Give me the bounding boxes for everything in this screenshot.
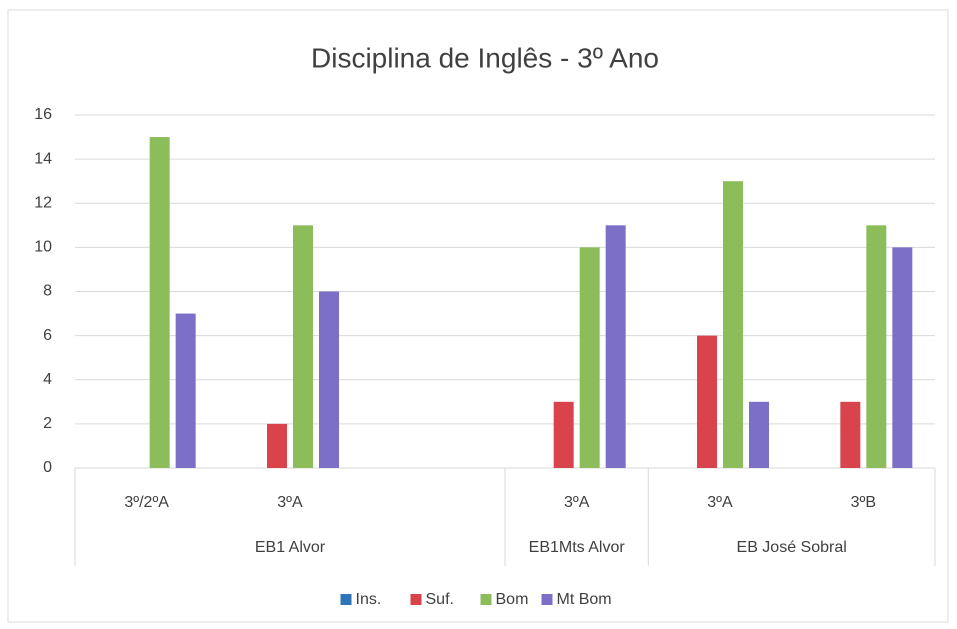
legend-label: Suf. xyxy=(426,591,454,608)
bar xyxy=(319,291,339,468)
legend-swatch xyxy=(541,594,553,605)
bar xyxy=(579,247,600,468)
y-tick-label: 12 xyxy=(34,194,52,211)
legend-swatch xyxy=(340,594,352,605)
y-tick-label: 4 xyxy=(43,371,52,388)
chart-title: Disciplina de Inglês - 3º Ano xyxy=(311,42,659,73)
group-label: EB1Mts Alvor xyxy=(529,539,626,556)
bar xyxy=(697,335,717,468)
group-label: EB José Sobral xyxy=(737,539,847,556)
chart-frame xyxy=(7,9,949,623)
y-tick-label: 2 xyxy=(43,415,52,432)
group-label: EB1 Alvor xyxy=(255,539,326,556)
x-tick-label: 3ºA xyxy=(707,494,733,511)
bar xyxy=(149,137,170,468)
bar xyxy=(267,423,287,468)
y-tick-label: 16 xyxy=(34,106,52,123)
x-tick-label: 3ºA xyxy=(277,494,303,511)
bar xyxy=(892,247,913,468)
bar xyxy=(293,225,313,468)
y-tick-label: 6 xyxy=(43,327,52,344)
x-tick-label: 3ºB xyxy=(851,494,876,511)
bar xyxy=(749,401,769,468)
legend-label: Mt Bom xyxy=(557,591,612,608)
bar xyxy=(175,313,196,468)
y-tick-label: 10 xyxy=(34,239,52,256)
legend-swatch xyxy=(480,594,492,605)
legend-label: Bom xyxy=(496,591,529,608)
bar xyxy=(605,225,626,468)
bar xyxy=(553,401,574,468)
legend-swatch xyxy=(410,594,422,605)
bar xyxy=(866,225,887,468)
y-tick-label: 14 xyxy=(34,150,52,167)
x-tick-label: 3ºA xyxy=(564,494,590,511)
y-tick-label: 8 xyxy=(43,283,52,300)
legend-label: Ins. xyxy=(356,591,382,608)
bar xyxy=(840,401,861,468)
bar xyxy=(723,181,743,468)
x-tick-label: 3º/2ºA xyxy=(124,494,169,511)
y-tick-label: 0 xyxy=(43,459,52,476)
